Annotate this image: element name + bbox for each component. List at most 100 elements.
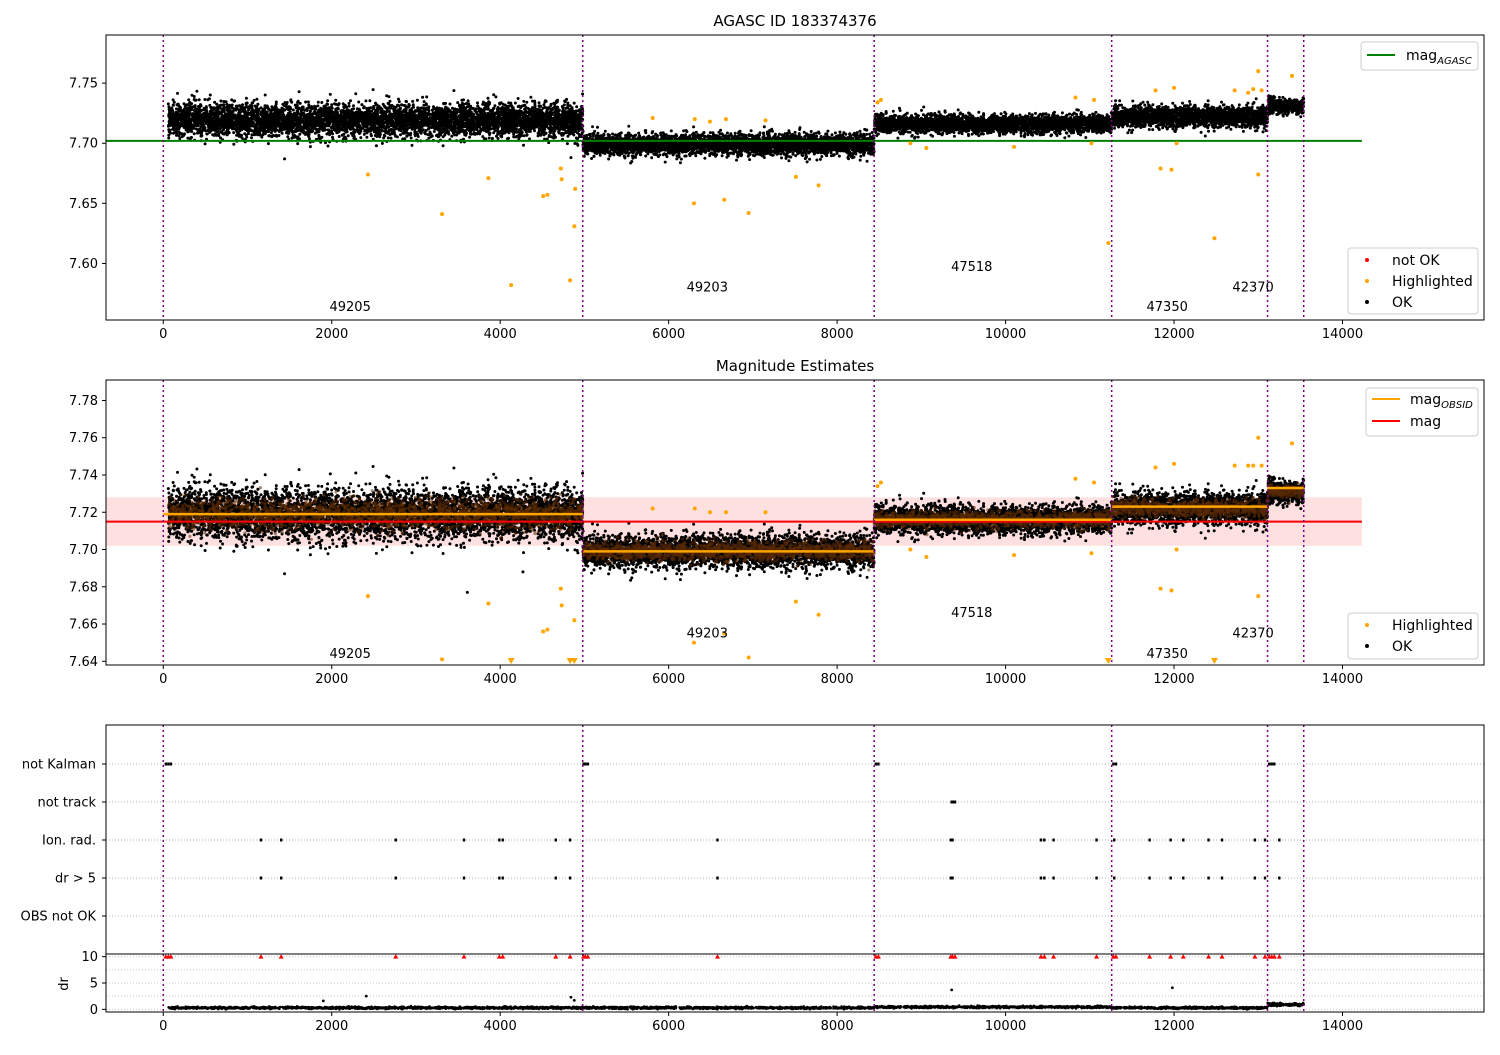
top-ok-point [575,105,578,108]
top-ok-point [572,134,575,137]
top-ok-point [374,134,377,137]
top-ok-point [576,114,579,117]
top-ok-point [472,129,475,132]
top-ok-point [358,108,361,111]
top-ok-point [282,122,285,125]
top-ok-point [304,133,307,136]
top-ok-point [365,136,368,139]
top-ok-point [506,108,509,111]
top-ok-point [519,122,522,125]
top-ok-point [230,98,233,101]
top-ok-point [492,131,495,134]
top-ok-point [186,127,189,130]
top-ok-point [388,114,391,117]
top-ok-point [451,107,454,110]
top-ok-point [283,109,286,112]
top-ok-point [537,134,540,137]
top-ok-point [167,137,170,140]
top-ok-point [316,114,319,117]
top-ok-point [290,129,293,132]
top-ok-point [167,128,170,131]
top-ok-point [419,121,422,124]
top-ok-point [224,131,227,134]
top-ok-point [502,132,505,135]
top-ok-point [304,101,307,104]
top-ok-point [476,132,479,135]
top-ok-point [208,104,211,107]
top-ok-point [348,105,351,108]
top-ok-point [390,122,393,125]
top-ok-point [411,100,414,103]
top-ok-point [517,120,520,123]
top-ok-point [287,112,290,115]
top-ok-point [287,108,290,111]
top-ok-point [205,132,208,135]
top-ok-point [292,133,295,136]
top-ok-point [399,133,402,136]
top-ok-point [381,115,384,118]
top-ok-point [238,129,241,132]
top-ok-point [314,108,317,111]
top-ok-point [297,112,300,115]
top-ok-point [268,109,271,112]
top-ok-point [232,131,235,134]
top-ok-point [272,108,275,111]
top-ok-point [363,133,366,136]
top-ok-point [191,124,194,127]
top-ok-point [275,110,278,113]
top-ok-point [453,109,456,112]
top-ok-point [270,135,273,138]
top-ok-point [539,133,542,136]
top-ok-point [267,142,270,145]
top-ok-point [418,115,421,118]
top-ok-point [340,109,343,112]
top-ok-point [184,114,187,117]
top-ok-point [372,88,375,91]
top-ok-point [185,110,188,113]
top-ok-point [497,113,500,116]
top-ok-point [205,105,208,108]
top-ok-point [389,104,392,107]
top-ok-point [187,98,190,101]
top-ok-point [397,98,400,101]
top-ok-point [255,98,258,101]
top-ok-point [359,136,362,139]
top-ok-point [352,127,355,130]
top-ok-point [186,137,189,140]
top-ok-point [381,142,384,145]
top-ok-point [403,137,406,140]
top-ok-point [479,123,482,126]
top-ok-point [190,130,193,133]
top-ok-point [556,99,559,102]
top-ok-point [330,106,333,109]
top-ok-point [387,136,390,139]
top-ok-point [500,135,503,138]
top-ok-point [441,130,444,133]
top-ok-point [468,126,471,129]
top-ok-point [446,126,449,129]
top-ok-point [231,126,234,129]
top-ok-point [352,104,355,107]
top-ok-point [195,90,198,93]
top-ok-point [415,109,418,112]
top-ok-point [286,135,289,138]
top-ok-point [493,127,496,130]
top-ok-point [213,134,216,137]
top-ok-point [518,136,521,139]
top-ok-point [520,134,523,137]
top-ok-point [474,123,477,126]
top-ok-point [530,116,533,119]
top-ok-point [430,122,433,125]
top-ok-point [256,112,259,115]
dr-axis-label: dr [57,977,72,991]
top-ok-point [370,133,373,136]
top-ok-point [279,129,282,132]
top-ok-point [175,111,178,114]
top-ok-point [253,114,256,117]
top-ok-point [456,101,459,104]
top-ok-point [475,112,478,115]
top-ok-point [452,130,455,133]
top-ok-point [351,124,354,127]
